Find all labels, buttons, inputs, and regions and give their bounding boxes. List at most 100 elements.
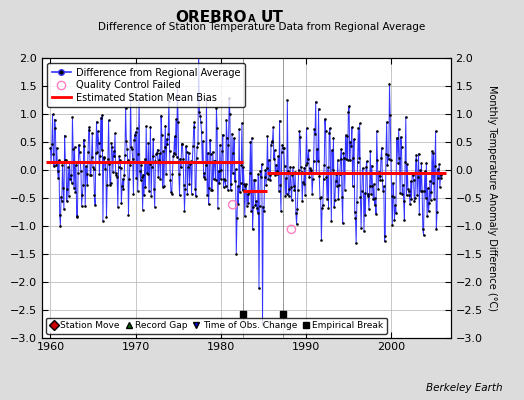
Point (178, 140, 187, 147)
Point (382, 151, 390, 157)
Point (349, 155, 357, 161)
Point (280, 163, 289, 169)
Point (99, 218, 107, 224)
Point (154, 174, 162, 180)
Point (374, 186, 383, 192)
Point (250, 177, 259, 183)
Point (83, 181, 92, 188)
Point (420, 187, 429, 194)
Point (310, 126, 319, 132)
Point (293, 206, 301, 212)
Point (387, 156, 395, 163)
Point (313, 146, 321, 152)
Point (358, 188, 366, 194)
Point (427, 196, 435, 203)
Point (84, 127, 93, 134)
Point (286, 163, 294, 170)
Point (130, 131, 139, 138)
Point (270, 147, 279, 153)
Point (408, 170, 417, 177)
Point (375, 169, 383, 175)
Point (393, 135, 401, 142)
Point (298, 198, 307, 204)
Point (404, 186, 412, 192)
Point (174, 171, 183, 177)
Point (52, 162, 60, 168)
Point (108, 144, 116, 150)
Point (101, 166, 109, 172)
Point (239, 164, 247, 171)
Point (78, 202, 86, 209)
Point (158, 132, 166, 138)
Point (407, 196, 416, 202)
Point (134, 151, 143, 158)
Point (405, 192, 413, 198)
Point (275, 117, 283, 124)
Point (227, 181, 235, 187)
Point (76, 159, 84, 166)
Point (285, 192, 293, 199)
Point (380, 238, 389, 244)
Point (77, 167, 85, 174)
Point (263, 133, 271, 140)
Point (144, 171, 152, 178)
Point (330, 204, 339, 210)
Text: Berkeley Earth: Berkeley Earth (427, 383, 503, 393)
Point (268, 139, 276, 145)
Point (334, 196, 343, 202)
Point (184, 164, 192, 170)
Point (204, 150, 212, 156)
Point (188, 158, 196, 165)
Point (229, 150, 237, 156)
Point (105, 161, 114, 167)
Point (287, 197, 296, 204)
Point (270, 156, 278, 162)
Point (245, 188, 253, 195)
Point (170, 150, 178, 156)
Point (168, 170, 177, 177)
Point (344, 109, 353, 116)
Point (342, 156, 351, 162)
Point (57, 194, 66, 200)
Point (85, 124, 94, 130)
Point (346, 157, 354, 163)
Point (194, 46, 203, 53)
Point (366, 147, 375, 154)
Point (196, 118, 205, 125)
Point (94, 140, 103, 146)
Point (350, 136, 358, 143)
Point (395, 155, 403, 161)
Point (92, 118, 101, 125)
Point (135, 96, 143, 102)
Point (400, 217, 409, 223)
Point (125, 176, 134, 182)
Point (209, 148, 217, 155)
Point (234, 201, 243, 207)
Point (181, 186, 189, 192)
Point (378, 177, 387, 184)
Point (413, 174, 422, 180)
Point (266, 177, 275, 183)
Point (59, 185, 68, 192)
Point (391, 210, 400, 216)
Point (248, 226, 257, 233)
Point (194, 140, 202, 146)
Point (394, 160, 402, 166)
Point (371, 195, 379, 202)
Point (158, 184, 167, 190)
Point (437, 175, 445, 182)
Point (302, 125, 311, 132)
Point (212, 105, 221, 111)
Point (48, 111, 57, 118)
Point (319, 176, 328, 182)
Point (86, 171, 95, 178)
Point (435, 184, 444, 191)
Point (314, 106, 323, 112)
Point (92, 149, 100, 156)
Point (294, 166, 303, 173)
Point (332, 171, 341, 178)
Point (145, 188, 153, 194)
Point (159, 148, 167, 155)
Point (303, 160, 311, 166)
Point (124, 157, 132, 163)
